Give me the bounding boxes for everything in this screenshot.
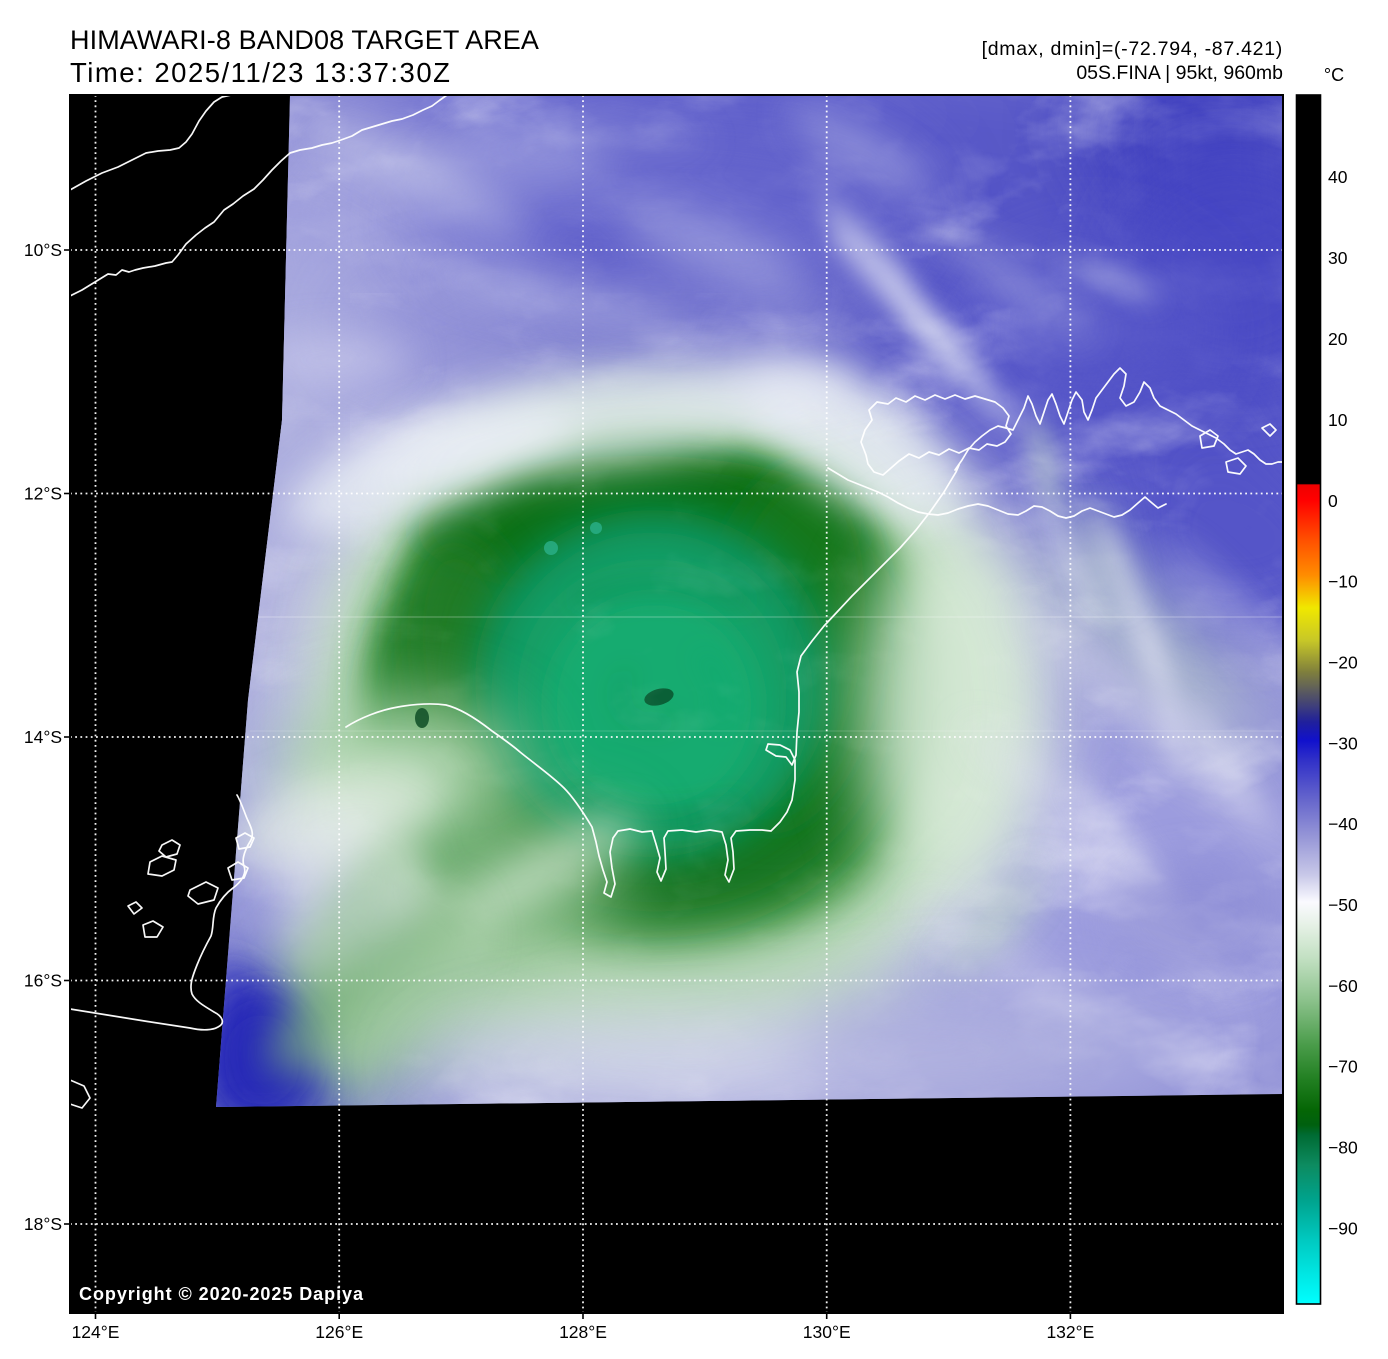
svg-text:−90: −90: [1328, 1219, 1358, 1239]
svg-text:18°S: 18°S: [24, 1214, 62, 1234]
svg-text:Copyright © 2020-2025 Dapiya: Copyright © 2020-2025 Dapiya: [79, 1284, 364, 1304]
svg-text:128°E: 128°E: [559, 1322, 607, 1342]
svg-text:−40: −40: [1328, 814, 1358, 834]
svg-text:−80: −80: [1328, 1138, 1358, 1158]
svg-text:16°S: 16°S: [24, 971, 62, 991]
svg-text:124°E: 124°E: [72, 1322, 120, 1342]
svg-text:132°E: 132°E: [1046, 1322, 1094, 1342]
svg-text:−10: −10: [1328, 572, 1358, 592]
svg-text:130°E: 130°E: [803, 1322, 851, 1342]
svg-text:126°E: 126°E: [315, 1322, 363, 1342]
svg-text:14°S: 14°S: [24, 727, 62, 747]
svg-text:0: 0: [1328, 491, 1338, 511]
svg-text:12°S: 12°S: [24, 484, 62, 504]
svg-text:−60: −60: [1328, 976, 1358, 996]
svg-text:−20: −20: [1328, 653, 1358, 673]
svg-text:°C: °C: [1324, 65, 1344, 85]
svg-text:40: 40: [1328, 167, 1348, 187]
svg-text:30: 30: [1328, 248, 1348, 268]
svg-text:10°S: 10°S: [24, 240, 62, 260]
svg-text:05S.FINA | 95kt, 960mb: 05S.FINA | 95kt, 960mb: [1076, 62, 1283, 84]
svg-text:[dmax, dmin]=(-72.794, -87.421: [dmax, dmin]=(-72.794, -87.421): [982, 38, 1283, 60]
svg-text:−30: −30: [1328, 734, 1358, 754]
svg-text:−50: −50: [1328, 895, 1358, 915]
svg-text:20: 20: [1328, 329, 1348, 349]
svg-text:HIMAWARI-8 BAND08 TARGET AREA: HIMAWARI-8 BAND08 TARGET AREA: [70, 25, 539, 55]
svg-text:10: 10: [1328, 410, 1348, 430]
svg-text:Time: 2025/11/23 13:37:30Z: Time: 2025/11/23 13:37:30Z: [70, 57, 451, 88]
svg-text:−70: −70: [1328, 1057, 1358, 1077]
